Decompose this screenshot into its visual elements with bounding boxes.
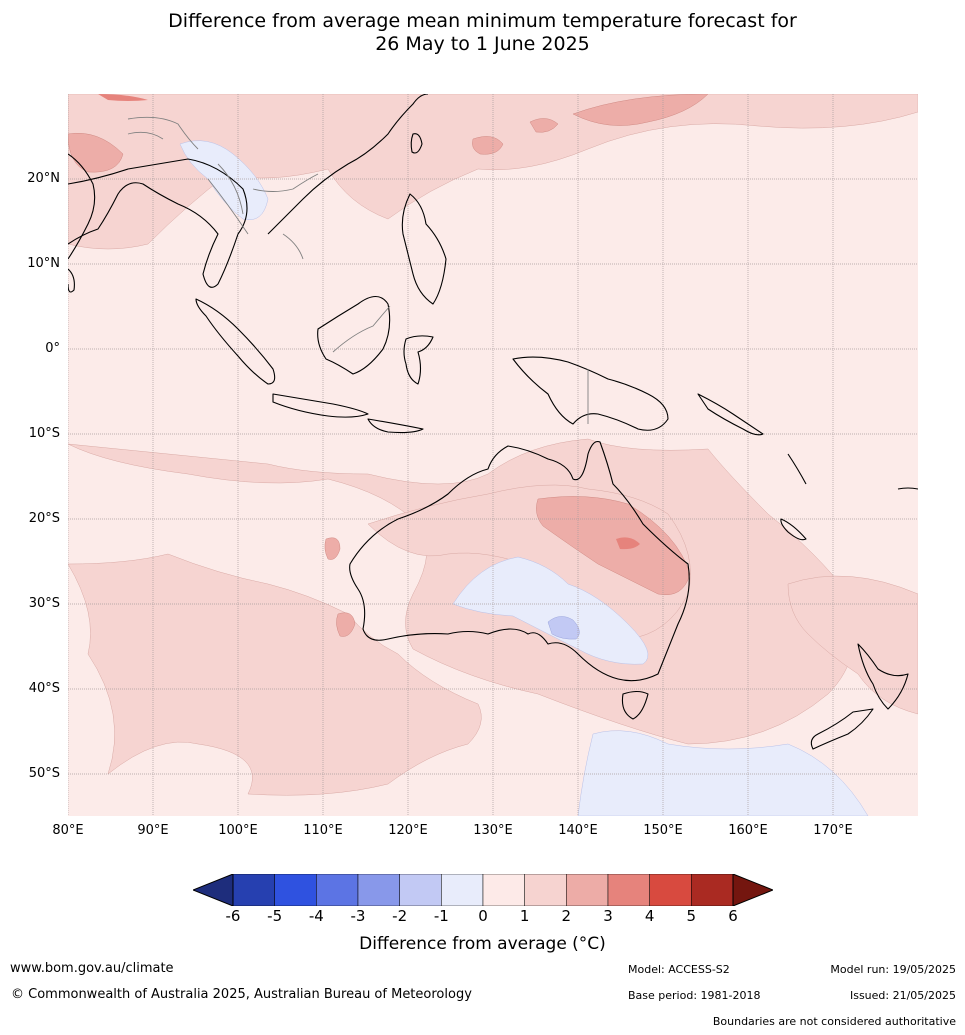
colorbar-swatch xyxy=(482,874,525,906)
coastline-tasmania xyxy=(621,690,649,720)
coastline-timor xyxy=(367,418,424,434)
border-asia-countries xyxy=(127,116,319,260)
map-title: Difference from average mean minimum tem… xyxy=(0,10,965,56)
anomaly-region-minus1-0-australia xyxy=(452,556,649,665)
anomaly-region-2-3-north-a xyxy=(68,132,124,173)
anomaly-region-2-3-west-b xyxy=(336,612,356,637)
colorbar-tick-label: 5 xyxy=(686,907,697,925)
lon-label-100e: 100°E xyxy=(218,823,258,838)
lon-label-80e: 80°E xyxy=(52,823,84,838)
lat-label-40s: 40°S xyxy=(28,681,60,696)
footer-issued: Issued: 21/05/2025 xyxy=(849,989,956,1002)
colorbar-swatch xyxy=(232,874,275,906)
colorbar-tick-label: 4 xyxy=(644,907,655,925)
colorbar-tick-label: 3 xyxy=(603,907,613,925)
colorbar-label: Difference from average (°C) xyxy=(359,934,606,954)
anomaly-region-3-4-north xyxy=(98,94,148,101)
lat-label-30s: 30°S xyxy=(28,596,60,611)
colorbar-tick-label: 2 xyxy=(561,907,572,925)
anomaly-region-2-3-queensland xyxy=(536,496,691,596)
colorbar-swatch xyxy=(357,874,400,906)
lat-label-20s: 20°S xyxy=(28,511,60,526)
coastline-new-zealand-south xyxy=(810,708,874,750)
colorbar-swatch xyxy=(399,874,442,906)
title-line-1: Difference from average mean minimum tem… xyxy=(168,10,797,32)
lon-label-170e: 170°E xyxy=(813,823,853,838)
footer-base-period: Base period: 1981-2018 xyxy=(628,989,761,1002)
lat-label-10n: 10°N xyxy=(27,256,60,271)
lat-label-50s: 50°S xyxy=(28,766,60,781)
colorbar-extend-high xyxy=(732,874,773,906)
colorbar-swatch xyxy=(316,874,359,906)
lon-label-140e: 140°E xyxy=(558,823,598,838)
colorbar-swatch xyxy=(649,874,692,906)
coastline-solomon-islands xyxy=(697,393,764,436)
colorbar-tick-label: -3 xyxy=(350,907,366,925)
footer-copyright: © Commonwealth of Australia 2025, Austra… xyxy=(11,987,472,1002)
colorbar-tick-label: -6 xyxy=(225,907,241,925)
lon-label-130e: 130°E xyxy=(473,823,513,838)
footer-model: Model: ACCESS-S2 xyxy=(628,963,730,976)
anomaly-region-1-2-tasman xyxy=(787,575,918,715)
border-borneo xyxy=(332,305,391,353)
lat-label-10s: 10°S xyxy=(28,426,60,441)
title-line-2: 26 May to 1 June 2025 xyxy=(375,33,590,55)
graticule xyxy=(68,94,918,816)
lon-label-160e: 160°E xyxy=(728,823,768,838)
colorbar-swatch xyxy=(524,874,567,906)
anomaly-region-minus2-minus1-sa xyxy=(547,616,580,640)
coastline-java xyxy=(272,393,369,418)
anomaly-region-1-2-south xyxy=(68,553,482,796)
lon-label-120e: 120°E xyxy=(388,823,428,838)
colorbar-swatch xyxy=(441,874,484,906)
anomaly-region-2-3-north-c xyxy=(472,136,504,155)
anomaly-region-2-3-north-b xyxy=(572,94,709,126)
coastline-australia xyxy=(349,440,690,682)
forecast-map xyxy=(68,94,918,816)
colorbar-swatch xyxy=(274,874,317,906)
coastline-new-caledonia xyxy=(780,518,807,541)
colorbar-tick-label: -4 xyxy=(308,907,324,925)
footer-disclaimer: Boundaries are not considered authoritat… xyxy=(712,1015,956,1028)
colorbar xyxy=(193,874,773,906)
colorbar-swatch xyxy=(691,874,734,906)
lon-label-90e: 90°E xyxy=(137,823,169,838)
coastline-borneo xyxy=(317,295,391,375)
coastline-taiwan xyxy=(410,133,423,154)
anomaly-region-minus1-0-southern-ocean xyxy=(577,730,869,816)
coastline-sumatra xyxy=(195,298,276,385)
anomaly-region-2-3-north-d xyxy=(529,118,559,133)
coastline-sulawesi xyxy=(403,335,434,385)
colorbar-tick-label: 1 xyxy=(519,907,530,925)
coastline-new-zealand-north xyxy=(857,643,909,710)
colorbar-tick-label: -1 xyxy=(433,907,449,925)
anomaly-region-3-4-queensland xyxy=(616,537,640,550)
colorbar-tick-label: -2 xyxy=(392,907,408,925)
colorbar-tick-label: 6 xyxy=(728,907,738,925)
footer-model-run: Model run: 19/05/2025 xyxy=(830,963,956,976)
lon-label-110e: 110°E xyxy=(303,823,343,838)
anomaly-region-1-2-north xyxy=(68,94,918,250)
coastline-sri-lanka xyxy=(68,268,75,293)
colorbar-swatch xyxy=(607,874,650,906)
colorbar-swatch xyxy=(566,874,609,906)
colorbar-tick-label: -5 xyxy=(267,907,283,925)
coastline-philippines xyxy=(401,193,447,305)
anomaly-region-2-3-west-a xyxy=(324,537,341,560)
colorbar-tick-label: 0 xyxy=(478,907,488,925)
lat-label-0: 0° xyxy=(45,341,60,356)
lon-label-150e: 150°E xyxy=(643,823,683,838)
colorbar-extend-low xyxy=(193,874,234,906)
lat-label-20n: 20°N xyxy=(27,171,60,186)
coastline-india xyxy=(68,153,96,260)
coastline-asia-mainland xyxy=(68,94,429,288)
footer-url: www.bom.gov.au/climate xyxy=(10,961,174,976)
coastline-vanuatu xyxy=(787,453,918,490)
